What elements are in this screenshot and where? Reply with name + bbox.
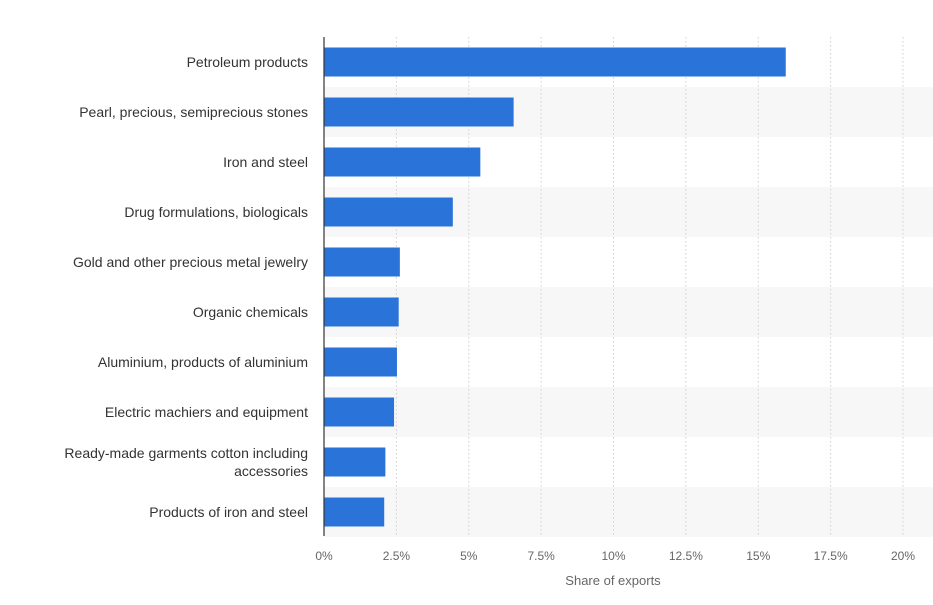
bar[interactable] [324,297,399,327]
x-tick-label: 2.5% [383,549,411,563]
bar[interactable] [324,47,786,77]
category-label: Ready-made garments cotton including acce… [64,445,308,479]
category-label: Pearl, precious, semiprecious stones [79,104,308,120]
bar[interactable] [324,347,397,377]
category-labels: Petroleum products Pearl, precious, semip… [64,54,308,520]
category-label: Gold and other precious metal jewelry [73,254,308,270]
gridlines [395,37,904,537]
bar[interactable] [324,497,385,527]
bar[interactable] [324,447,386,477]
category-label: Products of iron and steel [149,504,308,520]
x-axis-title: Share of exports [565,573,661,588]
category-label: Petroleum products [187,54,308,70]
x-tick-label: 5% [460,549,478,563]
bar[interactable] [324,147,481,177]
row-band [324,287,933,337]
x-tick-label: 20% [891,549,915,563]
bar[interactable] [324,197,453,227]
row-band [324,387,933,437]
x-tick-labels: 0% 2.5% 5% 7.5% 10% 12.5% 15% 17.5% 20% [315,549,915,563]
x-tick-label: 12.5% [669,549,703,563]
category-label: Drug formulations, biologicals [124,204,308,220]
x-tick-label: 15% [746,549,770,563]
category-label: Organic chemicals [193,304,308,320]
row-bands [324,87,933,537]
bar[interactable] [324,397,395,427]
category-label: Aluminium, products of aluminium [98,354,308,370]
x-tick-label: 17.5% [814,549,848,563]
bars [324,47,786,527]
x-tick-label: 10% [601,549,625,563]
category-label: Electric machiers and equipment [105,404,308,420]
bar[interactable] [324,97,514,127]
x-tick-label: 7.5% [527,549,555,563]
bar[interactable] [324,247,400,277]
category-label: Iron and steel [223,154,308,170]
x-tick-label: 0% [315,549,333,563]
row-band [324,487,933,537]
